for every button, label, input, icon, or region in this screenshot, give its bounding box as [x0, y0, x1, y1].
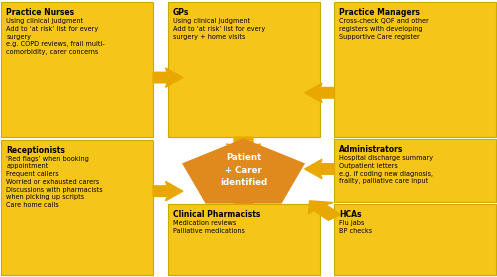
Text: Flu jabs
BP checks: Flu jabs BP checks	[339, 220, 373, 234]
FancyArrow shape	[226, 137, 261, 154]
FancyBboxPatch shape	[168, 204, 320, 275]
Polygon shape	[182, 138, 305, 204]
Text: Practice Nurses: Practice Nurses	[6, 8, 75, 17]
FancyArrow shape	[153, 181, 183, 201]
FancyArrow shape	[153, 68, 183, 87]
FancyArrow shape	[226, 188, 261, 204]
Text: Using clinical judgment
Add to ‘at risk’ list for every
surgery
e.g. COPD review: Using clinical judgment Add to ‘at risk’…	[6, 18, 105, 55]
FancyBboxPatch shape	[1, 140, 153, 275]
FancyBboxPatch shape	[334, 204, 496, 275]
FancyArrow shape	[305, 159, 334, 179]
Text: Medication reviews
Palliative medications: Medication reviews Palliative medication…	[173, 220, 245, 234]
Text: Patient
+ Carer
identified: Patient + Carer identified	[220, 153, 267, 187]
Text: Using clinical judgment
Add to ‘at risk’ list for every
surgery + home visits: Using clinical judgment Add to ‘at risk’…	[173, 18, 265, 40]
Text: HCAs: HCAs	[339, 210, 362, 219]
FancyArrow shape	[305, 83, 334, 102]
Text: ‘Red flags’ when booking
appointment
Frequent callers
Worried or exhausted carer: ‘Red flags’ when booking appointment Fre…	[6, 156, 103, 208]
FancyBboxPatch shape	[334, 139, 496, 202]
FancyArrow shape	[308, 201, 340, 220]
FancyBboxPatch shape	[334, 2, 496, 137]
Text: Cross-check QOF and other
registers with developing
Supportive Care register: Cross-check QOF and other registers with…	[339, 18, 429, 40]
FancyBboxPatch shape	[1, 2, 153, 137]
Text: Receptionists: Receptionists	[6, 146, 65, 155]
Text: Hospital discharge summary
Outpatient letters
e.g. if coding new diagnosis,
frai: Hospital discharge summary Outpatient le…	[339, 155, 433, 184]
Text: Clinical Pharmacists: Clinical Pharmacists	[173, 210, 260, 219]
FancyBboxPatch shape	[168, 2, 320, 137]
Text: Practice Managers: Practice Managers	[339, 8, 420, 17]
Text: GPs: GPs	[173, 8, 189, 17]
Text: Administrators: Administrators	[339, 145, 404, 154]
